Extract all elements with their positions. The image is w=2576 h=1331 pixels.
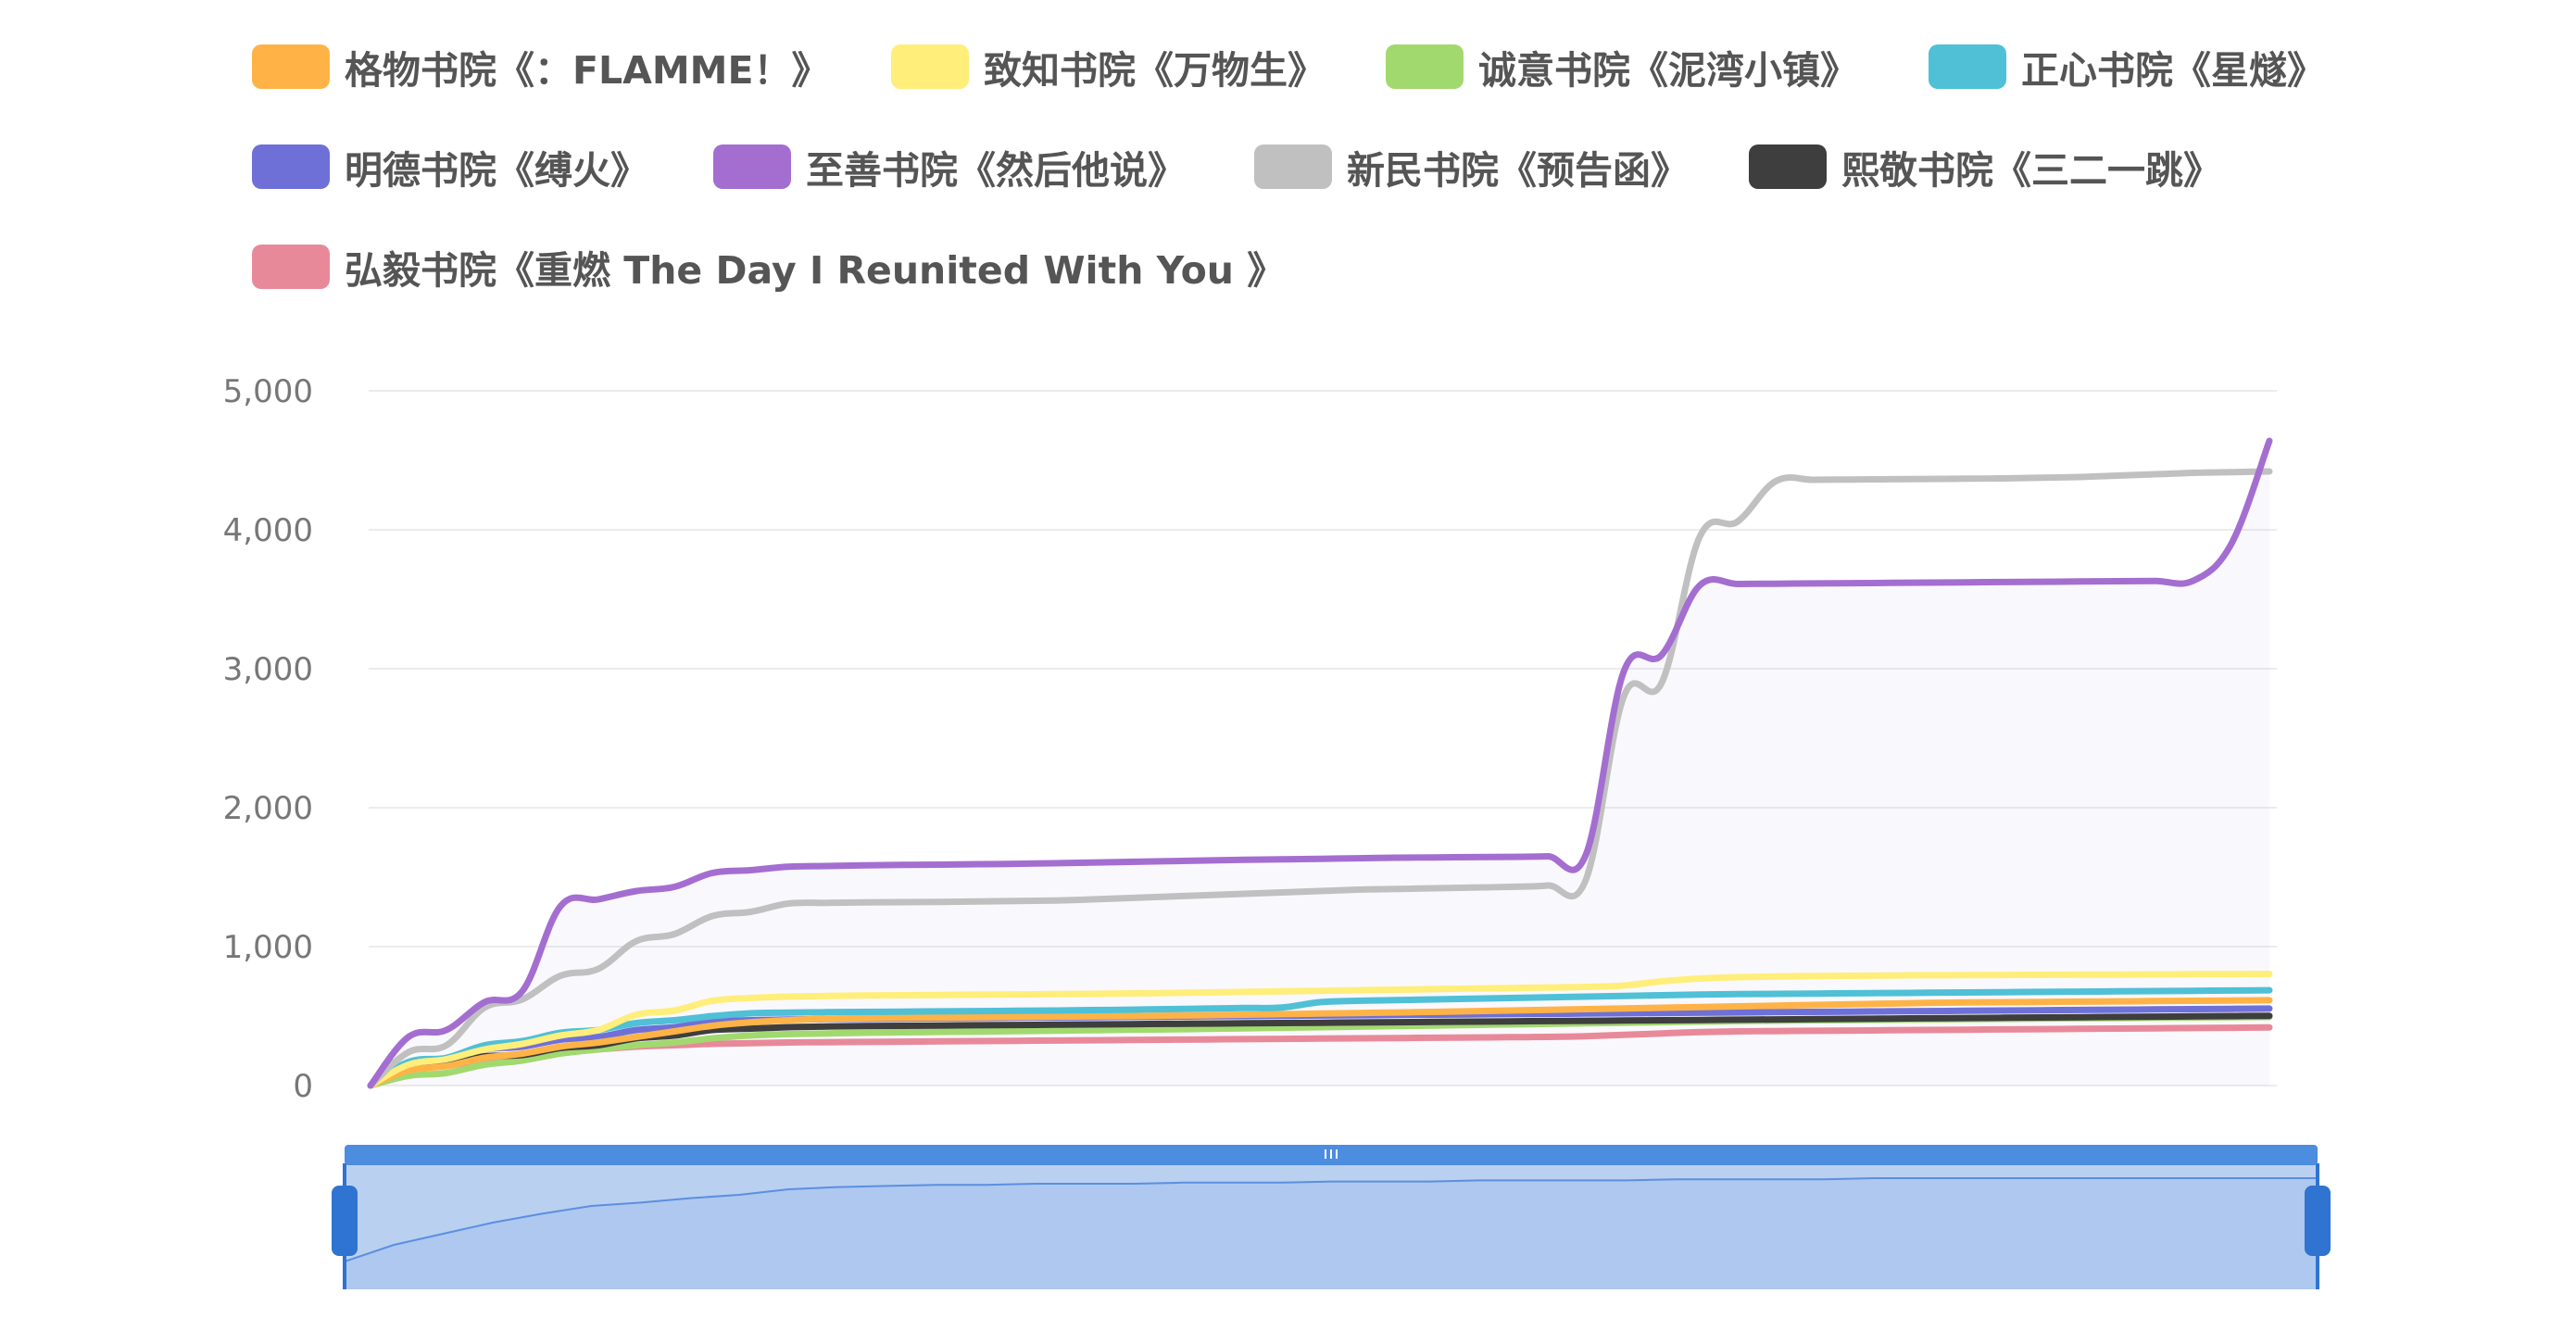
legend-label: 至善书院《然后他说》: [806, 148, 1186, 193]
datazoom-preview-area: [345, 1178, 2318, 1289]
legend-swatch: [1749, 144, 1827, 189]
datazoom-end-handle[interactable]: [2305, 1186, 2331, 1256]
legend-label: 正心书院《星燧》: [2021, 48, 2325, 93]
legend-label: 新民书院《预告函》: [1347, 148, 1689, 193]
y-tick-label: 1,000: [223, 929, 313, 966]
datazoom-start-handle[interactable]: [332, 1186, 358, 1256]
series-line[interactable]: [367, 437, 2273, 1089]
y-tick-label: 5,000: [223, 373, 313, 410]
series-line[interactable]: [367, 971, 2273, 1089]
y-tick-label: 4,000: [223, 512, 313, 549]
datazoom-preview-line: [344, 1177, 2318, 1262]
chart-legend: 格物书院《：FLAMME！》 致知书院《万物生》 诚意书院《泥湾小镇》 正心书院《星燧…: [0, 0, 2576, 306]
legend-label: 弘毅书院《重燃 The Day I Reunited With You 》: [345, 248, 1286, 293]
y-tick-label: 3,000: [223, 651, 313, 688]
series-line[interactable]: [367, 468, 2273, 1089]
legend-swatch: [1254, 144, 1332, 189]
legend-item[interactable]: 致知书院《万物生》: [891, 39, 1326, 94]
series-area: [371, 441, 2269, 1086]
legend-item[interactable]: 弘毅书院《重燃 The Day I Reunited With You 》: [252, 239, 1285, 295]
series-line[interactable]: [367, 997, 2273, 1089]
series-line[interactable]: [367, 1023, 2273, 1089]
legend-item[interactable]: 新民书院《预告函》: [1254, 139, 1689, 195]
legend-swatch: [1386, 44, 1464, 89]
legend-swatch: [252, 144, 330, 189]
y-tick-label: 2,000: [223, 790, 313, 827]
legend-label: 格物书院《：FLAMME！》: [345, 48, 830, 93]
legend-item[interactable]: 熙敬书院《三二一跳》: [1749, 139, 2221, 195]
legend-item[interactable]: 至善书院《然后他说》: [713, 139, 1186, 195]
legend-label: 明德书院《缚火》: [345, 148, 648, 193]
legend-swatch: [713, 144, 791, 189]
legend-label: 诚意书院《泥湾小镇》: [1478, 48, 1858, 93]
legend-item[interactable]: 明德书院《缚火》: [252, 139, 648, 195]
legend-item[interactable]: 格物书院《：FLAMME！》: [252, 39, 829, 94]
legend-item[interactable]: 诚意书院《泥湾小镇》: [1386, 39, 1858, 94]
legend-swatch: [252, 44, 330, 89]
legend-label: 致知书院《万物生》: [984, 48, 1326, 93]
legend-label: 熙敬书院《三二一跳》: [1841, 148, 2221, 193]
series-line[interactable]: [367, 1012, 2273, 1089]
legend-swatch: [1929, 44, 2006, 89]
legend-swatch: [252, 245, 330, 289]
y-tick-label: 0: [293, 1068, 313, 1105]
legend-swatch: [891, 44, 969, 89]
legend-item[interactable]: 正心书院《星燧》: [1929, 39, 2325, 94]
series-line[interactable]: [367, 986, 2273, 1089]
